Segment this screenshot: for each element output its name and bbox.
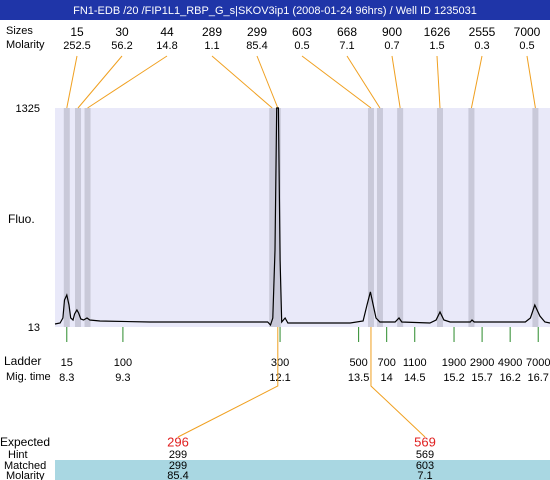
peak-size: 603 [292,25,312,39]
matched-label: Matched [4,460,46,472]
peak-band [63,108,70,327]
expected-connector [370,327,426,438]
peak-size: 1626 [424,25,451,39]
hint-value: 299 [169,449,187,461]
ladder-time: 16.7 [528,372,549,384]
fluo-label: Fluo. [8,212,35,226]
peak-band [269,108,276,327]
peak-connector [256,55,279,109]
ladder-size: 500 [349,357,367,369]
matched-value: 299 [169,460,187,472]
ladder-size: 4900 [498,357,522,369]
ladder-time: 8.3 [59,372,74,384]
peak-band [75,108,82,327]
expected-connector [177,327,279,438]
peak-molarity: 0.3 [474,40,489,52]
peak-connector [66,55,78,109]
peak-size: 15 [70,25,84,39]
title: FN1-EDB /20 /FIP1L1_RBP_G_s|SKOV3ip1 (20… [73,5,477,17]
ladder-time: 13.5 [348,372,369,384]
ladder-time: 16.2 [499,372,520,384]
peak-band [397,108,404,327]
y-tick-label: 13 [28,322,40,334]
peak-size: 30 [115,25,129,39]
ladder-time: 15.2 [443,372,464,384]
ladder-size: 15 [61,357,73,369]
peak-connector [436,55,441,109]
peak-molarity: 56.2 [111,40,132,52]
matched-band [55,460,550,480]
peak-size: 2555 [469,25,496,39]
molarity-bottom-label: Molarity [6,470,45,480]
peak-molarity: 252.5 [63,40,91,52]
ladder-size: 1900 [442,357,466,369]
peak-size: 900 [382,25,402,39]
ladder-time: 14.5 [404,372,425,384]
molarity-value: 7.1 [417,470,432,480]
peak-size: 289 [202,25,222,39]
molarity-value: 85.4 [167,470,188,480]
ladder-size: 100 [114,357,132,369]
peak-size: 299 [247,25,267,39]
peak-molarity: 0.5 [519,40,534,52]
ladder-time: 12.1 [269,372,290,384]
peak-connector [87,55,168,109]
molarity-label: Molarity [6,39,45,51]
ladder-time: 9.3 [115,372,130,384]
peak-molarity: 1.5 [429,40,444,52]
ladder-size: 7000 [526,357,550,369]
trace [54,107,550,327]
peak-molarity: 0.7 [384,40,399,52]
ladder-label: Ladder [4,354,41,368]
ladder-size: 1100 [403,357,427,369]
matched-value: 603 [416,460,434,472]
ladder-time: 14 [381,372,393,384]
peak-band [532,108,539,327]
expected-label: Expected [0,435,50,449]
peak-connector [526,55,536,109]
peak-band [437,108,443,327]
peak-size: 7000 [514,25,541,39]
peak-molarity: 14.8 [156,40,177,52]
peak-connector [77,55,123,109]
peak-band [376,108,383,327]
peak-band [84,108,91,327]
hint-label: Hint [8,449,28,461]
peak-molarity: 0.5 [294,40,309,52]
peak-band [468,108,475,327]
peak-connector [470,55,483,109]
peak-molarity: 7.1 [339,40,354,52]
peak-band [274,108,281,327]
peak-size: 668 [337,25,357,39]
plot-area [55,108,550,327]
ladder-size: 2900 [470,357,494,369]
hint-value: 569 [416,449,434,461]
ladder-size: 700 [378,357,396,369]
y-tick-label: 1325 [16,103,40,115]
mig-time-label: Mig. time [6,371,51,383]
expected-value: 569 [414,434,436,449]
peak-molarity: 1.1 [204,40,219,52]
peak-molarity: 85.4 [246,40,267,52]
peak-size: 44 [160,25,174,39]
peak-connector [301,55,372,109]
expected-value: 296 [167,434,189,449]
sizes-label: Sizes [6,25,33,37]
ladder-size: 300 [271,357,289,369]
title-bar [0,0,550,20]
ladder-time: 15.7 [471,372,492,384]
peak-connector [211,55,273,109]
peak-connector [346,55,381,109]
peak-band [367,108,374,327]
peak-connector [391,55,401,109]
